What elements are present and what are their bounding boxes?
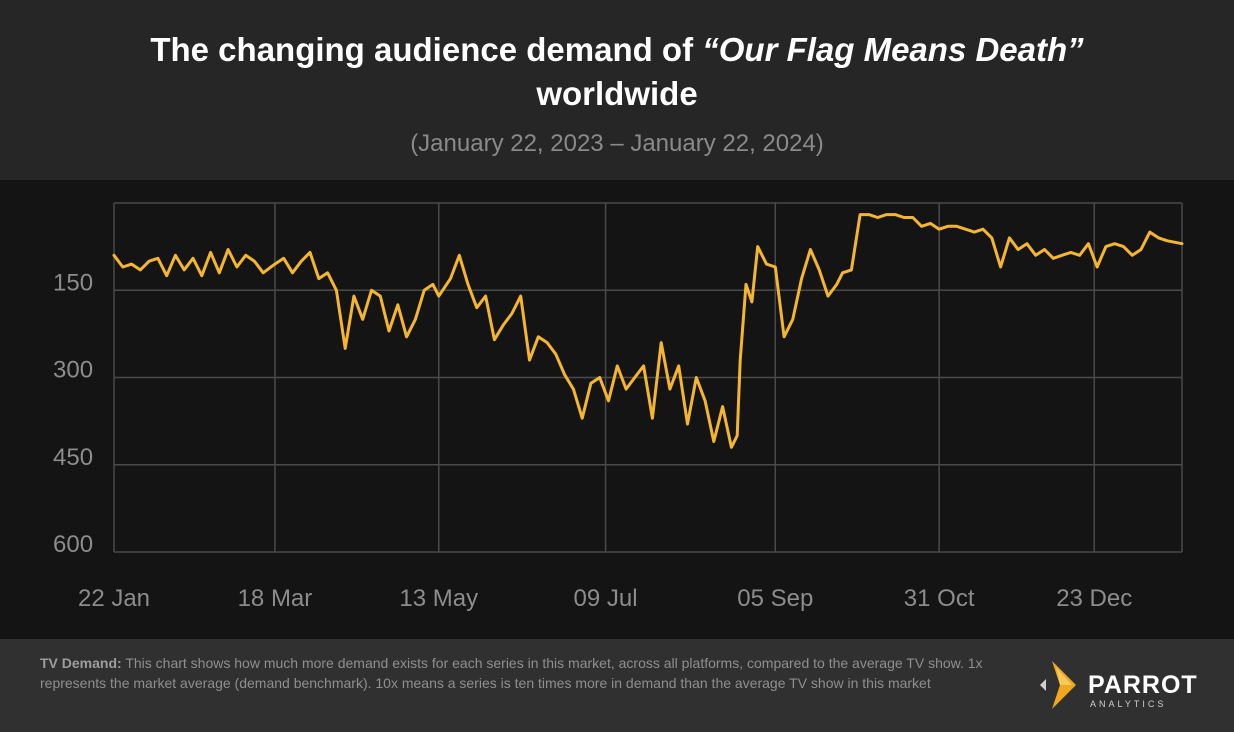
x-tick-label: 05 Sep bbox=[737, 585, 813, 612]
plot-area: 150 300 450 600 22 Jan 18 Mar 13 May 09 Jul 05 S… bbox=[0, 180, 1234, 639]
footnote-label: TV Demand: bbox=[40, 655, 122, 671]
x-tick-label: 13 May bbox=[399, 585, 478, 612]
x-tick-label: 31 Oct bbox=[904, 585, 975, 612]
x-tick-label: 23 Dec bbox=[1056, 585, 1132, 612]
demand-series-line bbox=[112, 213, 1184, 449]
logo-name: PARROT bbox=[1088, 671, 1198, 699]
parrot-analytics-logo: PARROT ANALYTICS bbox=[1030, 657, 1200, 713]
chart-title: The changing audience demand of “Our Fla… bbox=[0, 28, 1234, 116]
y-tick-label: 150 bbox=[53, 269, 93, 296]
logo-subtitle: ANALYTICS bbox=[1090, 699, 1167, 709]
x-tick-label: 18 Mar bbox=[238, 585, 313, 612]
chart-title-show: “Our Flag Means Death” bbox=[702, 31, 1084, 68]
y-tick-label: 600 bbox=[53, 531, 93, 558]
y-tick-label: 300 bbox=[53, 357, 93, 384]
chart-header: The changing audience demand of “Our Fla… bbox=[0, 0, 1234, 180]
x-tick-label: 09 Jul bbox=[574, 585, 638, 612]
parrot-logo-icon bbox=[1040, 661, 1076, 709]
y-tick-label: 450 bbox=[53, 444, 93, 471]
footer: TV Demand: This chart shows how much mor… bbox=[0, 639, 1234, 732]
chart-title-prefix: The changing audience demand of bbox=[150, 31, 703, 68]
chart-subtitle: (January 22, 2023 – January 22, 2024) bbox=[410, 130, 824, 157]
footnote: TV Demand: This chart shows how much mor… bbox=[40, 653, 1000, 693]
footnote-text: This chart shows how much more demand ex… bbox=[40, 655, 983, 691]
x-tick-label: 22 Jan bbox=[78, 585, 150, 612]
demand-line-chart: 150 300 450 600 22 Jan 18 Mar 13 May 09 Jul 05 S… bbox=[53, 202, 1184, 612]
chart-title-suffix: worldwide bbox=[536, 75, 698, 112]
